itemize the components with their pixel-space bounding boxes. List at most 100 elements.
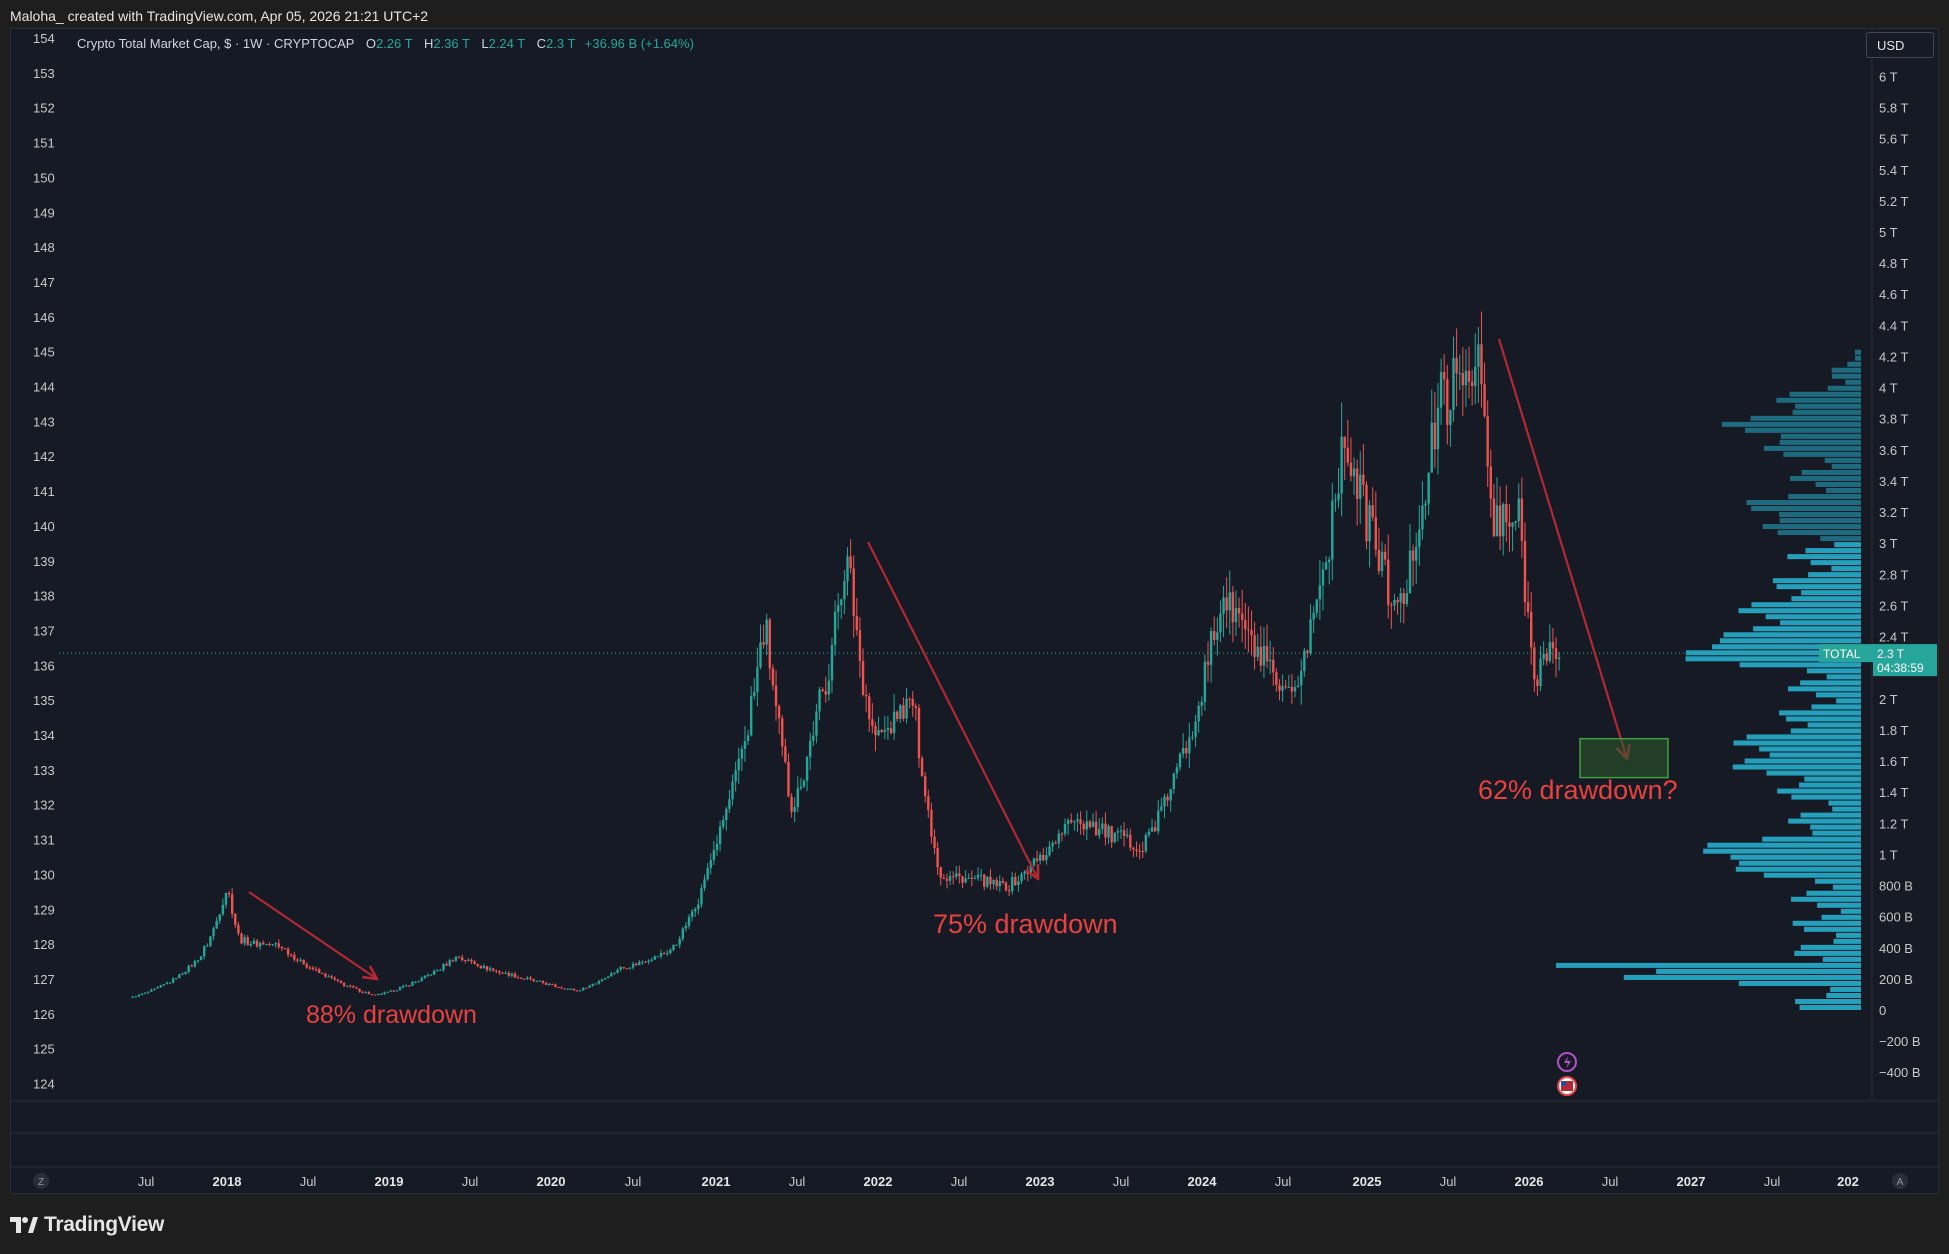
auto-scale-z-button[interactable] — [33, 1173, 49, 1189]
candle-body — [930, 809, 933, 837]
left-axis-tick: 152 — [33, 101, 55, 116]
volume-profile-bar — [1746, 734, 1861, 740]
candle-body — [1020, 873, 1023, 882]
left-axis-tick: 136 — [33, 658, 55, 673]
candle-body — [1035, 858, 1039, 861]
candle-body — [274, 943, 277, 945]
candle-body — [1461, 373, 1465, 386]
drawing-annotations: 88% drawdown 75% drawdown 62% drawdown? — [248, 338, 1678, 1029]
volume-profile-bar — [1800, 812, 1861, 818]
candle-body — [1383, 551, 1387, 560]
candle-body — [1374, 517, 1378, 550]
candle-body — [1116, 831, 1120, 833]
candle-body — [1051, 842, 1054, 847]
candle-body — [958, 873, 961, 877]
legend-high-value: 2.36 T — [433, 36, 470, 51]
candle-body — [411, 982, 414, 986]
candle-body — [215, 920, 218, 929]
volume-profile-bar — [1800, 680, 1861, 686]
drawdown-arrow-2022 — [867, 541, 1038, 879]
candle-body — [1110, 825, 1113, 843]
event-badges — [1557, 1052, 1577, 1096]
volume-profile-bar — [1759, 746, 1861, 752]
currency-button[interactable]: USD — [1866, 32, 1934, 58]
candle-body — [457, 956, 461, 958]
candle-body — [774, 685, 778, 707]
candle-body — [1442, 372, 1446, 380]
candle-body — [470, 959, 473, 962]
candle-body — [575, 990, 579, 992]
candle-body — [942, 877, 946, 879]
candle-body — [765, 619, 768, 645]
candle-body — [336, 979, 340, 981]
price-chart[interactable]: 88% drawdown 75% drawdown 62% drawdown? 15… — [11, 29, 1940, 1195]
candle-body — [358, 988, 361, 992]
left-axis-tick: 154 — [33, 31, 55, 46]
candle-body — [1197, 705, 1200, 722]
volume-profile-bar — [1738, 980, 1861, 986]
candle-body — [1209, 631, 1213, 665]
candle-body — [1415, 546, 1418, 561]
time-axis-label: 2026 — [1515, 1174, 1544, 1189]
candle-body — [914, 705, 918, 708]
candle-body — [1284, 686, 1287, 688]
candle-body — [333, 977, 336, 980]
volume-profile-bar — [1791, 596, 1861, 602]
candle-body — [1483, 384, 1486, 417]
candle-body — [1492, 498, 1496, 537]
candle-body — [554, 984, 557, 988]
time-axis-label: Jul — [138, 1174, 155, 1189]
right-axis-tick: 1.8 T — [1879, 723, 1908, 738]
candle-body — [352, 986, 355, 988]
candle-body — [753, 691, 756, 697]
candle-body — [995, 879, 998, 887]
volume-profile-bar — [1763, 445, 1861, 451]
candle-body — [603, 977, 607, 980]
candle-body — [955, 873, 958, 877]
candle-body — [1430, 422, 1433, 473]
candle-body — [1533, 647, 1536, 680]
candle-body — [1216, 632, 1219, 640]
candle-body — [749, 696, 753, 736]
candle-body — [951, 876, 955, 878]
candle-body — [1371, 505, 1374, 518]
volume-profile-bar — [1811, 704, 1861, 710]
volume-profile-bar — [1733, 740, 1861, 746]
candle-body — [445, 963, 448, 966]
candle-body — [983, 874, 986, 887]
time-axis-label: 2020 — [537, 1174, 566, 1189]
candle-body — [442, 963, 445, 970]
candle-body — [669, 949, 672, 954]
candle-body — [1262, 645, 1266, 666]
candle-body — [1557, 657, 1561, 660]
candle-body — [283, 948, 287, 950]
volume-profile-bar — [1791, 794, 1861, 800]
volume-profile-bar — [1804, 776, 1861, 782]
tradingview-logo[interactable]: TradingView — [10, 1210, 164, 1240]
candle-body — [1222, 597, 1225, 614]
candle-body — [321, 973, 324, 975]
candle-body — [439, 969, 442, 971]
volume-profile — [1555, 349, 1861, 1010]
candle-body — [1259, 646, 1263, 666]
volume-profile-bar — [1712, 644, 1861, 650]
candle-body — [1113, 832, 1116, 843]
legend-change-value: +36.96 B (+1.64%) — [584, 36, 694, 51]
candle-body — [1455, 358, 1458, 374]
candle-body — [737, 758, 740, 771]
volume-profile-bar — [1763, 872, 1861, 878]
legend-close-value: 2.3 T — [546, 36, 576, 51]
volume-profile-bar — [1762, 836, 1861, 842]
volume-profile-bar — [1750, 415, 1861, 421]
candle-body — [855, 615, 859, 631]
candle-body — [641, 961, 644, 963]
candle-body — [349, 985, 352, 987]
volume-profile-bar — [1821, 914, 1861, 920]
candle-body — [143, 992, 147, 994]
candle-body — [1480, 344, 1483, 385]
volume-profile-bar — [1685, 656, 1861, 662]
candle-body — [398, 987, 402, 991]
auto-scale-a-button[interactable] — [1892, 1173, 1908, 1189]
left-axis-tick: 139 — [33, 554, 55, 569]
candle-body — [551, 983, 554, 985]
